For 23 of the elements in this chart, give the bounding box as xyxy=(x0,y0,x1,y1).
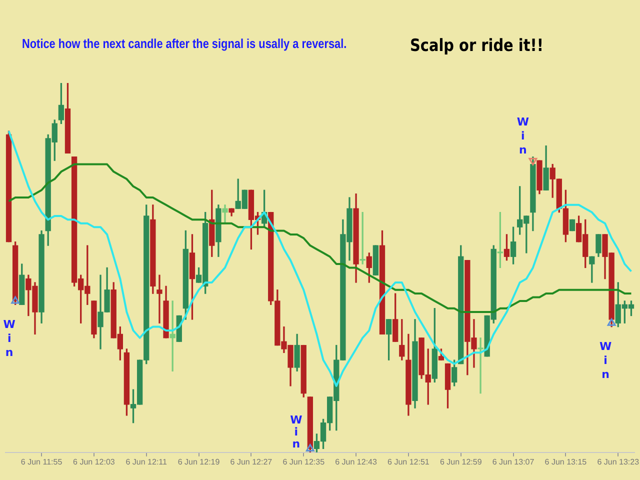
point xyxy=(306,444,314,452)
x-tick-label: 6 Jun 12:35 xyxy=(282,457,326,466)
x-tick-label: 6 Jun 12:43 xyxy=(335,457,378,466)
point xyxy=(607,318,616,326)
chart-title: Notice how the next candle after the signal is usally a reversal. xyxy=(22,36,347,51)
x-tick-label: 6 Jun 13:23 xyxy=(597,457,640,466)
x-tick-label: 6 Jun 12:51 xyxy=(388,457,430,466)
x-tick-label: 6 Jun 11:55 xyxy=(20,457,63,466)
annotation: Win xyxy=(290,414,302,451)
x-tick-label: 6 Jun 13:15 xyxy=(544,457,588,466)
point xyxy=(528,158,538,166)
x-tick-label: 6 Jun 12:11 xyxy=(126,457,168,466)
candlestick xyxy=(372,245,379,276)
annotation: Win xyxy=(3,318,16,359)
point xyxy=(11,296,20,304)
x-tick-label: 6 Jun 12:19 xyxy=(178,457,220,466)
chart-subtitle: Scalp or ride it!! xyxy=(410,36,544,56)
x-tick-label: 6 Jun 12:27 xyxy=(230,457,273,466)
x-tick-label: 6 Jun 13:07 xyxy=(492,457,535,466)
annotation: Win xyxy=(599,340,612,381)
x-tick-label: 6 Jun 12:03 xyxy=(73,457,116,466)
annotation: Win xyxy=(516,115,530,156)
x-tick-label: 6 Jun 12:59 xyxy=(440,457,482,466)
